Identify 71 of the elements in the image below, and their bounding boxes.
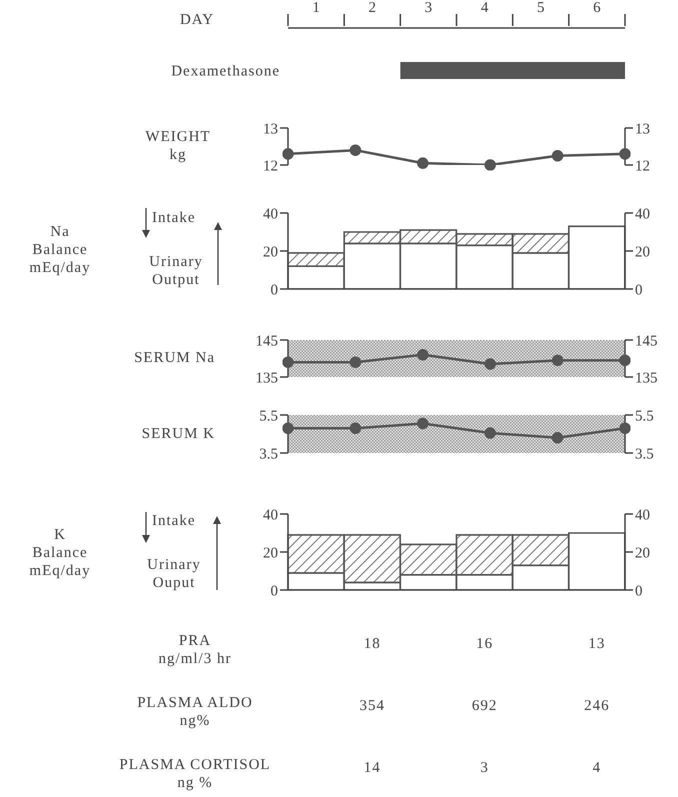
y-tick-label: 135 bbox=[256, 370, 278, 386]
point bbox=[350, 144, 362, 156]
point bbox=[552, 354, 564, 366]
y2-tick-label: 135 bbox=[635, 370, 658, 386]
point bbox=[350, 422, 362, 434]
point bbox=[417, 157, 429, 169]
y-axis-title: K Balance mEq/day bbox=[29, 526, 91, 580]
x-tick-label: 2 bbox=[368, 0, 376, 16]
y-tick-label: 0 bbox=[270, 583, 278, 600]
text: 692 bbox=[472, 698, 498, 714]
x-tick-label: 5 bbox=[537, 0, 544, 16]
y2-tick-label: 12 bbox=[635, 158, 650, 174]
point bbox=[552, 432, 564, 444]
point bbox=[619, 354, 630, 366]
point bbox=[619, 422, 630, 434]
x-tick-label: 4 bbox=[480, 0, 489, 16]
y-axis-title: Na Balance mEq/day bbox=[29, 223, 91, 277]
text: 4 bbox=[592, 760, 602, 776]
y-tick-label: 40 bbox=[263, 206, 278, 222]
y-tick-label: Dexamethasone bbox=[171, 63, 280, 80]
point bbox=[350, 356, 362, 368]
y-tick-label: 13 bbox=[263, 121, 278, 138]
y-axis-title: WEIGHT kg bbox=[145, 128, 211, 164]
y2-tick-label: 40 bbox=[635, 507, 650, 524]
point bbox=[417, 349, 429, 361]
text: 246 bbox=[584, 698, 610, 714]
y2-tick-label: 145 bbox=[635, 333, 658, 350]
y2-tick-label: 20 bbox=[635, 244, 650, 260]
text: 16 bbox=[476, 636, 494, 652]
y-tick-label: 145 bbox=[256, 333, 278, 350]
point bbox=[417, 418, 429, 430]
text: 14 bbox=[364, 760, 381, 776]
y2-tick-label: 13 bbox=[635, 121, 650, 138]
point bbox=[282, 422, 294, 434]
x-axis-title: DAY bbox=[180, 11, 214, 29]
x-tick-label: 6 bbox=[593, 0, 602, 16]
point bbox=[619, 148, 630, 160]
y2-tick-label: 40 bbox=[635, 206, 650, 222]
y-tick-label: 20 bbox=[263, 545, 278, 562]
category-label: PRA ng/ml/3 hr bbox=[158, 633, 232, 667]
category-label: PLASMA ALDO ng% bbox=[137, 695, 253, 729]
text: Urinary Output bbox=[149, 253, 203, 289]
y2-tick-label: 20 bbox=[635, 545, 650, 562]
text: Intake bbox=[152, 512, 196, 530]
x-tick-label: 1 bbox=[312, 0, 320, 16]
point bbox=[484, 427, 496, 439]
point bbox=[552, 150, 564, 162]
y-tick-label: 0 bbox=[270, 282, 278, 298]
point bbox=[282, 148, 294, 160]
text: 354 bbox=[360, 698, 385, 714]
text: 13 bbox=[588, 636, 606, 652]
y-tick-label: 5.5 bbox=[259, 408, 278, 424]
y2-tick-label: 0 bbox=[635, 282, 642, 298]
text: 3 bbox=[480, 760, 489, 776]
text: 18 bbox=[364, 636, 381, 652]
x-tick-label: 3 bbox=[424, 0, 432, 16]
y-tick-label: 3.5 bbox=[259, 446, 278, 462]
text: Urinary Ouput bbox=[147, 556, 201, 592]
y-tick-label: 40 bbox=[263, 507, 278, 524]
y2-tick-label: 5.5 bbox=[635, 408, 654, 424]
y-axis-title: SERUM K bbox=[142, 425, 215, 443]
text: Intake bbox=[152, 209, 196, 227]
point bbox=[282, 356, 294, 368]
y-tick-label: 20 bbox=[263, 244, 278, 260]
point bbox=[484, 159, 496, 170]
point bbox=[484, 358, 496, 370]
y-axis-title: SERUM Na bbox=[134, 349, 215, 367]
y-tick-label: 12 bbox=[263, 158, 278, 174]
category-label: PLASMA CORTISOL ng % bbox=[119, 757, 271, 791]
y2-tick-label: 0 bbox=[635, 583, 642, 600]
y2-tick-label: 3.5 bbox=[635, 446, 654, 462]
